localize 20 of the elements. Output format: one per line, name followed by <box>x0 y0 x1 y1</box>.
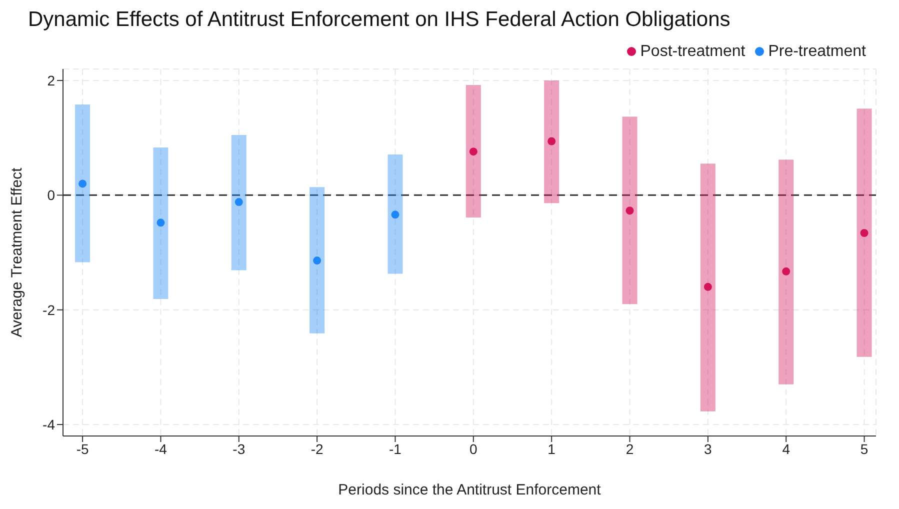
x-tick-label: -5 <box>76 440 89 457</box>
y-tick-label: 0 <box>47 187 56 204</box>
x-axis-title: Periods since the Antitrust Enforcement <box>338 482 602 499</box>
y-tick-label: -4 <box>42 416 56 432</box>
legend-label: Pre-treatment <box>768 43 866 60</box>
x-tick-label: -2 <box>310 440 324 457</box>
x-tick-label: 3 <box>704 440 712 457</box>
x-tick-label: -3 <box>232 440 246 457</box>
y-tick-label: -2 <box>42 302 56 318</box>
x-tick-label: 0 <box>470 440 478 457</box>
chart-title: Dynamic Effects of Antitrust Enforcement on IHS Federal Action Obligations <box>27 8 732 33</box>
legend-label: Post-treatment <box>640 43 746 60</box>
x-tick-label: 1 <box>548 440 556 457</box>
x-tick-label: 4 <box>782 440 790 457</box>
y-tick-label: 2 <box>47 72 56 88</box>
x-tick-label: -1 <box>389 440 402 457</box>
y-axis-title: Average Treatment Effect <box>8 166 26 338</box>
x-tick-label: -4 <box>154 440 168 457</box>
x-tick-label: 5 <box>860 440 868 457</box>
x-tick-label: 2 <box>626 440 634 457</box>
